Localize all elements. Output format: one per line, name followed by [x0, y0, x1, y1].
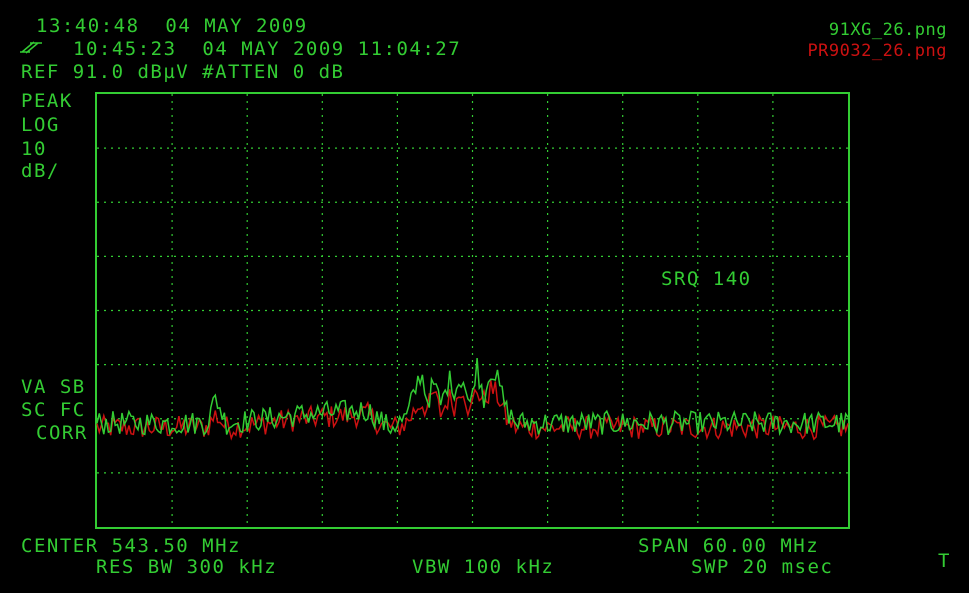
span-frequency: SPAN 60.00 MHz	[638, 535, 820, 557]
reference-level: REF 91.0 dBµV #ATTEN 0 dB	[21, 61, 345, 83]
trace-group	[96, 357, 849, 441]
sc-fc-label: SC FC	[21, 399, 86, 421]
sweep-time: SWP 20 msec	[691, 556, 834, 578]
resolution-bandwidth: RES BW 300 kHz	[96, 556, 278, 578]
video-bandwidth: VBW 100 kHz	[412, 556, 555, 578]
corr-label: CORR	[36, 422, 88, 444]
file-legend-green: 91XG_26.png	[828, 20, 947, 40]
detector-label: PEAK	[21, 90, 73, 112]
plot-frame	[95, 92, 850, 529]
trace-red	[96, 380, 849, 441]
sweep-time-1: 13:40:48 04 MAY 2009	[36, 15, 308, 37]
trace-green	[96, 357, 849, 437]
trigger-marker: T	[938, 550, 951, 572]
sweep-time-2: 10:45:23 04 MAY 2009 11:04:27	[73, 38, 462, 60]
graticule	[97, 94, 848, 527]
scale-label: LOG	[21, 114, 60, 136]
file-legend-red: PR9032_26.png	[807, 41, 947, 61]
per-div-label: 10	[21, 138, 47, 160]
unit-label: dB/	[21, 160, 60, 182]
sync-icon	[20, 41, 42, 54]
center-frequency: CENTER 543.50 MHz	[21, 535, 241, 557]
va-sb-label: VA SB	[21, 376, 86, 398]
srq-status: SRQ 140	[661, 268, 752, 290]
